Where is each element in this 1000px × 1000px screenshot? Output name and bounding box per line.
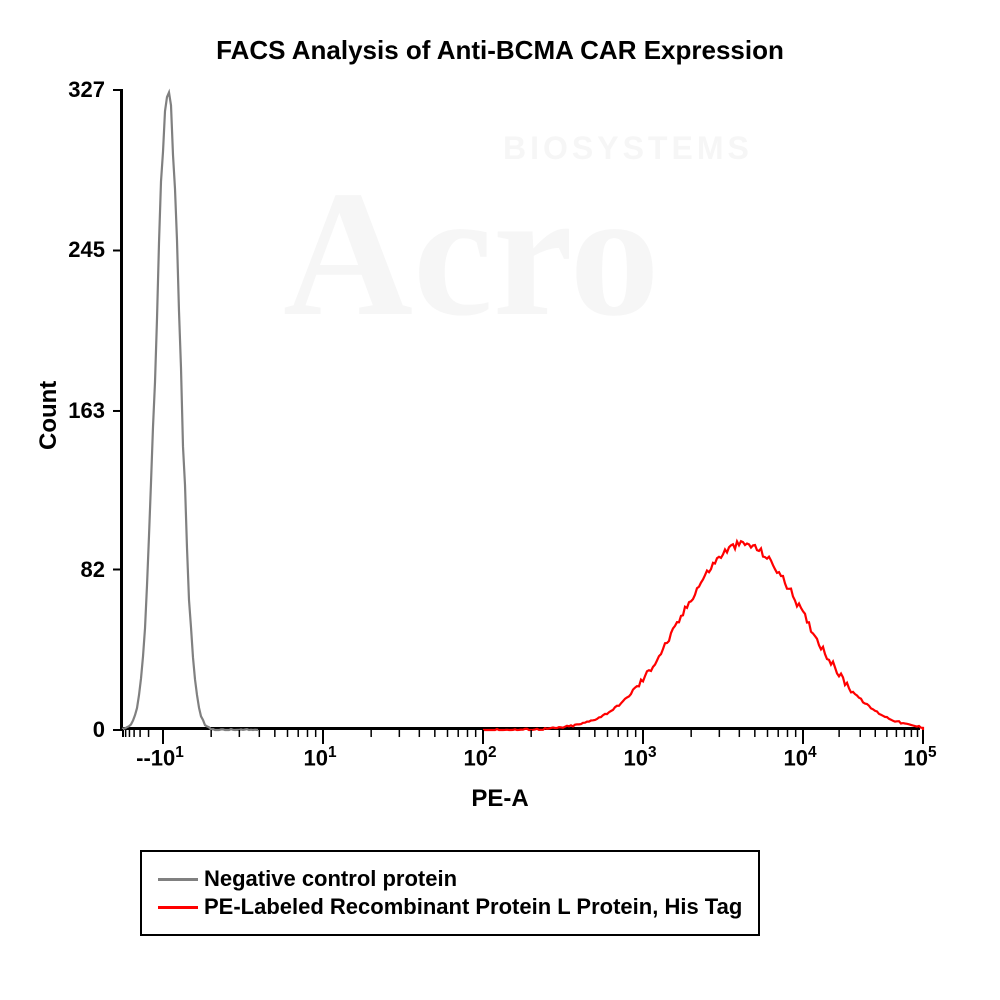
x-tick-label: --101 xyxy=(130,744,190,771)
x-tick-label: 101 xyxy=(290,744,350,771)
plot-svg xyxy=(123,90,923,760)
legend-item: Negative control protein xyxy=(158,866,742,892)
legend-line-icon xyxy=(158,878,198,881)
y-tick-label: 82 xyxy=(50,557,105,583)
plot-area: BIOSYSTEMS Acro xyxy=(120,90,920,730)
x-tick-label: 104 xyxy=(770,744,830,771)
legend-label: Negative control protein xyxy=(204,866,457,892)
y-tick-label: 163 xyxy=(50,398,105,424)
series-line xyxy=(483,541,923,730)
x-tick-label: 105 xyxy=(890,744,950,771)
y-tick-label: 0 xyxy=(50,717,105,743)
x-tick-label: 102 xyxy=(450,744,510,771)
legend-line-icon xyxy=(158,906,198,909)
chart-title: FACS Analysis of Anti-BCMA CAR Expressio… xyxy=(0,35,1000,66)
legend-item: PE-Labeled Recombinant Protein L Protein… xyxy=(158,894,742,920)
y-tick-label: 245 xyxy=(50,237,105,263)
x-tick-label: 103 xyxy=(610,744,670,771)
legend: Negative control proteinPE-Labeled Recom… xyxy=(140,850,760,936)
series-line xyxy=(123,92,258,730)
legend-label: PE-Labeled Recombinant Protein L Protein… xyxy=(204,894,742,920)
x-axis-label: PE-A xyxy=(0,785,1000,813)
y-tick-label: 327 xyxy=(50,77,105,103)
chart-container: FACS Analysis of Anti-BCMA CAR Expressio… xyxy=(0,0,1000,1000)
